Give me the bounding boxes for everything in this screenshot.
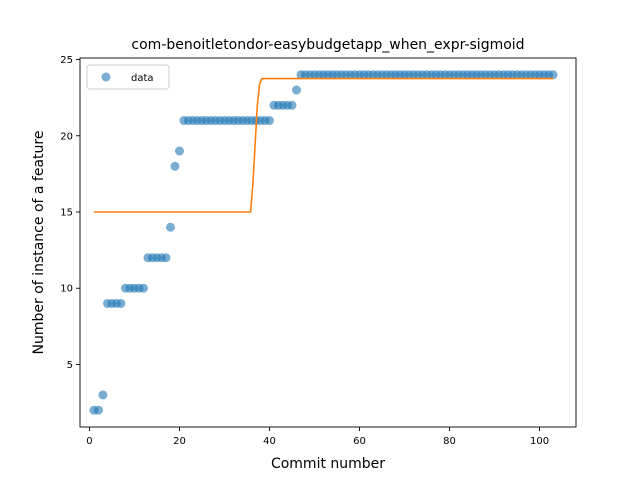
data-point (287, 101, 296, 110)
data-point (139, 284, 148, 293)
data-point (161, 253, 170, 262)
data-point (166, 223, 175, 232)
chart-title: com-benoitletondor-easybudgetapp_when_ex… (131, 37, 524, 53)
y-tick-label: 15 (60, 208, 73, 219)
data-point (98, 390, 107, 399)
data-point (175, 147, 184, 156)
x-tick-label: 80 (443, 436, 456, 447)
legend: data (87, 65, 169, 89)
x-tick-label: 20 (173, 436, 186, 447)
y-tick-label: 25 (60, 55, 73, 66)
x-tick-label: 0 (86, 436, 92, 447)
legend-box (87, 65, 169, 89)
data-point (116, 299, 125, 308)
data-point (265, 116, 274, 125)
x-axis-label: Commit number (271, 456, 385, 472)
y-tick-label: 20 (60, 131, 73, 142)
x-tick-label: 100 (530, 436, 549, 447)
x-tick-label: 40 (263, 436, 276, 447)
data-point (94, 406, 103, 415)
y-tick-label: 10 (60, 284, 73, 295)
y-axis-label: Number of instance of a feature (31, 131, 47, 355)
y-tick-label: 5 (67, 360, 73, 371)
data-point (292, 86, 301, 95)
legend-label-data: data (131, 73, 154, 84)
plot-area (80, 58, 576, 427)
x-tick-label: 60 (353, 436, 366, 447)
legend-marker-data (102, 73, 111, 82)
data-point (170, 162, 179, 171)
